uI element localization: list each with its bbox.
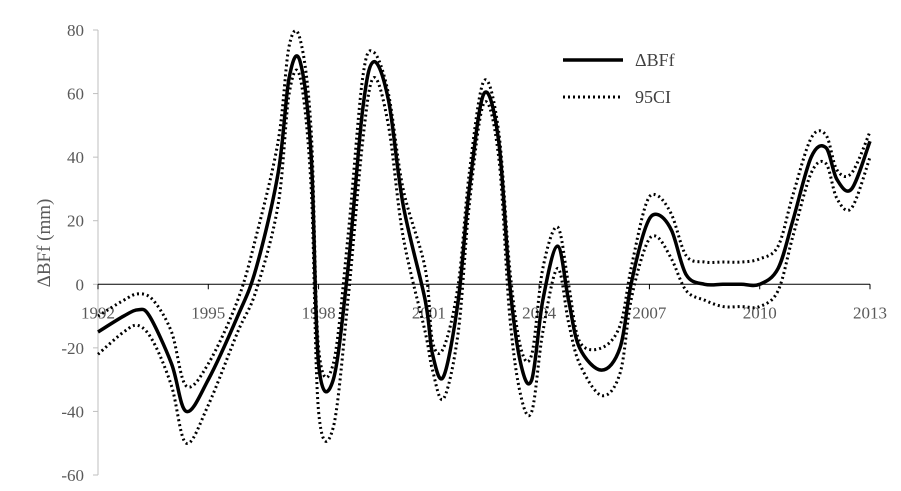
y-axis: -60 -40 -20 0 20 40 60 80 (61, 21, 99, 485)
series-line-95ci-2 (97, 68, 872, 445)
y-tick-label: -40 (61, 402, 84, 421)
x-tick-label: 2013 (853, 303, 887, 322)
y-tick-label: 60 (67, 85, 84, 104)
y-tick-label: 40 (67, 148, 84, 167)
y-tick-label: -20 (61, 339, 84, 358)
x-tick-label: 2010 (743, 303, 777, 322)
legend-label-series-1: ΔBFf (635, 50, 675, 70)
x-tick-label: 1995 (191, 303, 225, 322)
y-tick-label: 80 (67, 21, 84, 40)
x-tick-label: 2007 (632, 303, 667, 322)
series-lines (97, 29, 872, 445)
y-tick-label: 0 (76, 275, 85, 294)
series-line-dbff (97, 54, 872, 414)
y-tick-label: 20 (67, 212, 84, 231)
legend-label-series-2: 95CI (635, 87, 671, 107)
y-axis-title: ΔBFf (mm) (34, 199, 55, 288)
series-line-95ci-1 (97, 29, 872, 389)
legend: ΔBFf 95CI (563, 50, 675, 107)
x-tick-label: 1992 (81, 303, 115, 322)
x-tick-label: 1998 (302, 303, 336, 322)
y-tick-label: -60 (61, 466, 84, 485)
